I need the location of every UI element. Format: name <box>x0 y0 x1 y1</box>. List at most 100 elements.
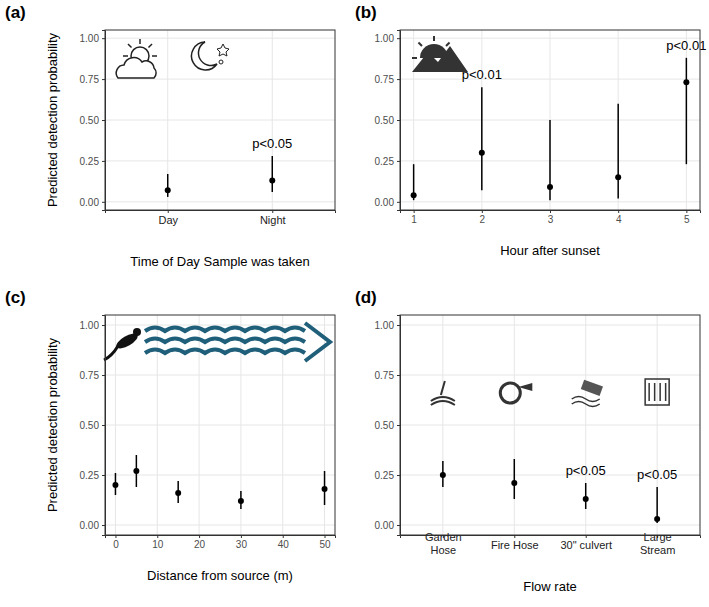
fire-hose-icon <box>500 383 520 403</box>
y-tick: 0.50 <box>375 420 400 431</box>
grid-line-x <box>514 315 515 535</box>
point <box>583 496 589 502</box>
grid-line-x <box>442 315 443 535</box>
fire-hose-nozzle <box>518 383 532 391</box>
error-bar <box>514 459 516 499</box>
grid-line-y <box>105 160 335 161</box>
x-tick-label: 0 <box>113 539 119 550</box>
x-tick: Night <box>260 210 286 226</box>
point <box>133 468 139 474</box>
x-axis-line <box>106 536 336 539</box>
panel: 0.000.250.500.751.00DayNightp<0.05Time o… <box>5 3 336 269</box>
x-tick-label: 1 <box>411 214 417 225</box>
error-bar <box>481 87 483 190</box>
grid-line-x <box>167 30 168 210</box>
panel-letter: (d) <box>355 288 377 307</box>
wave <box>145 328 305 332</box>
y-tick: 0.75 <box>375 370 400 381</box>
point <box>411 192 417 198</box>
grid-line-y <box>105 201 335 202</box>
grid-line-y <box>105 120 335 121</box>
culvert-icon <box>581 380 603 396</box>
point <box>440 472 446 478</box>
point <box>654 516 660 522</box>
x-tick-label: 20 <box>194 539 206 550</box>
x-tick-label: 50 <box>319 539 331 550</box>
grid-line-y <box>105 325 335 326</box>
y-tick: 0.50 <box>375 115 400 126</box>
stream-line <box>654 383 656 401</box>
x-axis-title: Hour after sunset <box>500 243 600 258</box>
y-tick-label: 0.75 <box>80 370 100 381</box>
y-tick-label: 1.00 <box>80 320 100 331</box>
x-tick: 4 <box>616 210 622 225</box>
sun-ray <box>418 42 422 46</box>
annotation: p<0.01 <box>666 38 706 53</box>
wave <box>145 339 305 343</box>
x-tick: 10 <box>152 535 164 550</box>
y-tick-label: 0.25 <box>375 156 395 167</box>
plot-background <box>105 315 335 535</box>
stream-line <box>665 383 667 401</box>
arrow-head <box>305 323 330 361</box>
grid-line-x <box>481 30 482 210</box>
x-tick-label: 10 <box>152 539 164 550</box>
grid <box>400 30 700 210</box>
y-axis-title: Predicted detection probability <box>45 337 60 512</box>
y-tick-label: 0.75 <box>375 74 395 85</box>
x-tick: Day <box>158 210 178 226</box>
grid-line-y <box>105 475 335 476</box>
x-axis: 12345 <box>401 210 701 225</box>
grid-line-x <box>550 30 551 210</box>
panel: 0.000.250.500.751.0001020304050Distance … <box>5 288 336 583</box>
error-bar <box>272 156 274 192</box>
y-tick-label: 1.00 <box>375 320 395 331</box>
x-tick-label: Day <box>158 214 178 226</box>
x-tick: 5 <box>684 210 690 225</box>
grid-line-x <box>282 315 283 535</box>
annotation: p<0.05 <box>566 463 606 478</box>
y-tick: 0.50 <box>80 420 105 431</box>
annotation: p<0.01 <box>462 67 502 82</box>
x-tick-label-line: Garden <box>425 531 462 543</box>
y-tick: 0.25 <box>80 470 105 481</box>
x-tick-label-line: Hose <box>431 544 457 556</box>
x-axis-line <box>401 211 701 214</box>
icons <box>104 323 330 361</box>
panel-letter: (b) <box>355 3 377 22</box>
y-tick-label: 0.50 <box>80 115 100 126</box>
stream-line <box>659 383 661 401</box>
mountains <box>412 46 468 72</box>
x-tick-label: 4 <box>616 214 622 225</box>
plot-frame <box>105 315 335 535</box>
salamander-tail <box>104 346 118 360</box>
x-tick: 50 <box>319 535 331 550</box>
grid-line-y <box>105 38 335 39</box>
x-tick-label: 30 <box>236 539 248 550</box>
point <box>322 486 328 492</box>
y-tick: 0.00 <box>375 520 400 531</box>
plot-frame <box>400 315 700 535</box>
y-tick-label: 0.25 <box>80 156 100 167</box>
x-tick: 30 <box>236 535 248 550</box>
error-bar <box>617 104 619 199</box>
plot-background <box>400 315 700 535</box>
point <box>511 480 517 486</box>
stream-line <box>648 383 650 401</box>
stream-icon <box>645 379 669 405</box>
figure: 0.000.250.500.751.00DayNightp<0.05Time o… <box>0 0 709 607</box>
marks <box>440 459 660 523</box>
marks <box>411 58 690 200</box>
y-tick: 0.75 <box>80 74 105 85</box>
y-tick-label: 0.25 <box>80 470 100 481</box>
x-axis: Day Night <box>106 210 336 226</box>
point <box>175 490 181 496</box>
x-tick-label: Fire Hose <box>491 539 539 551</box>
y-axis: 0.000.250.500.751.00 <box>80 31 106 211</box>
point <box>683 79 689 85</box>
y-tick-label: 0.50 <box>375 115 395 126</box>
sun-ray <box>446 42 450 46</box>
sun-ray <box>433 36 435 41</box>
x-tick-label: 30" culvert <box>560 539 612 551</box>
sun-ray <box>412 57 417 59</box>
